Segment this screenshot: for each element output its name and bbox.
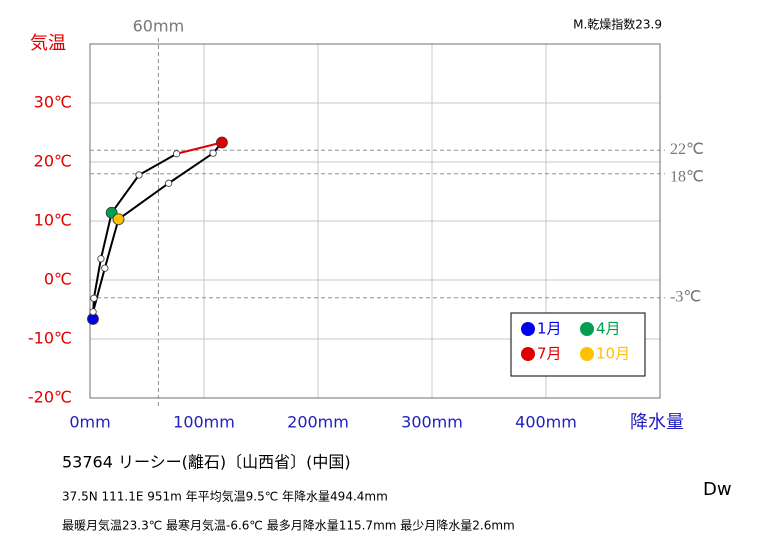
y-tick-label: 10℃ xyxy=(34,211,72,230)
y-tick-label: 0℃ xyxy=(44,270,72,289)
y-tick-label: 30℃ xyxy=(34,93,72,112)
legend-label: 10月 xyxy=(596,345,630,363)
legend-label: 4月 xyxy=(596,320,621,338)
y-tick-label: -10℃ xyxy=(28,329,72,348)
x-tick-label: 100mm xyxy=(173,413,235,432)
legend-label: 7月 xyxy=(537,345,562,363)
x-tick-label: 200mm xyxy=(287,413,349,432)
plot-frame xyxy=(89,43,661,399)
x-tick-label: 300mm xyxy=(401,413,463,432)
reference-label: 18℃ xyxy=(670,168,704,185)
month-point xyxy=(97,255,105,263)
x-tick-label: 0mm xyxy=(69,413,110,432)
month-point xyxy=(90,294,98,302)
reference-label: 60mm xyxy=(133,17,185,36)
x-axis-label: 降水量 xyxy=(630,412,684,433)
month-point xyxy=(89,308,97,316)
month-point xyxy=(101,264,109,272)
month-point xyxy=(215,136,228,149)
y-tick-label: -20℃ xyxy=(28,388,72,407)
legend-marker xyxy=(521,347,535,361)
reference-label: 22℃ xyxy=(670,141,704,158)
climate-line-hot xyxy=(176,141,223,155)
legend-marker xyxy=(580,322,594,336)
info-line: 最暖月気温23.3℃ 最寒月気温-6.6℃ 最多月降水量115.7mm 最少月降… xyxy=(62,518,515,533)
info-line: 37.5N 111.1E 951m 年平均気温9.5℃ 年降水量494.4mm xyxy=(62,489,388,504)
dryness-index: M.乾燥指数23.9 xyxy=(573,17,662,32)
month-point xyxy=(135,171,143,179)
climate-type: Dw xyxy=(703,479,732,500)
legend-label: 1月 xyxy=(537,320,562,338)
legend-marker xyxy=(580,347,594,361)
y-tick-label: 20℃ xyxy=(34,152,72,171)
y-axis-label: 気温 xyxy=(30,33,66,54)
x-tick-label: 400mm xyxy=(515,413,577,432)
month-point xyxy=(112,213,125,226)
station: 53764 リーシー(離石)〔山西省〕(中国) xyxy=(62,453,351,472)
reference-label: -3℃ xyxy=(670,288,701,305)
month-point xyxy=(173,150,181,158)
legend-box xyxy=(510,312,646,377)
month-point xyxy=(209,149,217,157)
month-point xyxy=(165,179,173,187)
legend-marker xyxy=(521,322,535,336)
